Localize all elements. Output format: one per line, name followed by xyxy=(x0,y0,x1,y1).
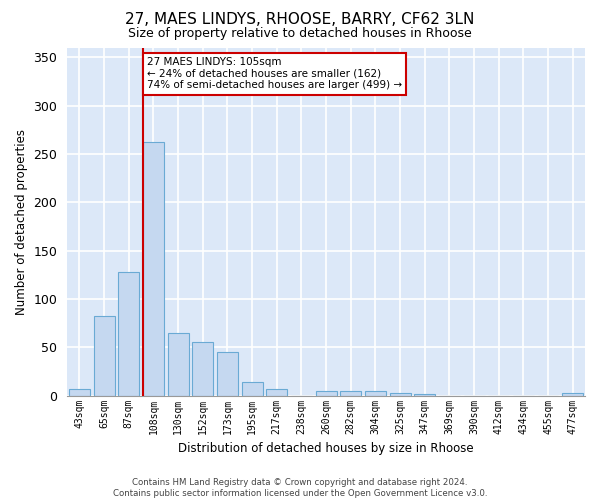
Bar xyxy=(94,316,115,396)
Bar xyxy=(365,391,386,396)
Bar xyxy=(414,394,435,396)
Bar xyxy=(167,333,188,396)
Bar xyxy=(562,392,583,396)
Y-axis label: Number of detached properties: Number of detached properties xyxy=(15,128,28,314)
Bar xyxy=(389,392,410,396)
Bar xyxy=(192,342,213,396)
Bar xyxy=(118,272,139,396)
Bar xyxy=(340,391,361,396)
X-axis label: Distribution of detached houses by size in Rhoose: Distribution of detached houses by size … xyxy=(178,442,474,455)
Text: 27, MAES LINDYS, RHOOSE, BARRY, CF62 3LN: 27, MAES LINDYS, RHOOSE, BARRY, CF62 3LN xyxy=(125,12,475,28)
Bar xyxy=(316,391,337,396)
Bar xyxy=(217,352,238,396)
Bar xyxy=(69,389,90,396)
Text: Contains HM Land Registry data © Crown copyright and database right 2024.
Contai: Contains HM Land Registry data © Crown c… xyxy=(113,478,487,498)
Bar xyxy=(143,142,164,396)
Bar xyxy=(266,389,287,396)
Text: Size of property relative to detached houses in Rhoose: Size of property relative to detached ho… xyxy=(128,28,472,40)
Text: 27 MAES LINDYS: 105sqm
← 24% of detached houses are smaller (162)
74% of semi-de: 27 MAES LINDYS: 105sqm ← 24% of detached… xyxy=(146,57,402,90)
Bar xyxy=(242,382,263,396)
